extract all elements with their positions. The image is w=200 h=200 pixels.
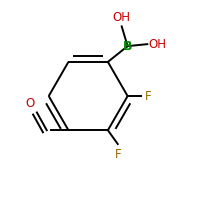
Text: OH: OH [148, 38, 166, 51]
Text: OH: OH [113, 11, 131, 24]
Text: F: F [145, 90, 152, 103]
Text: F: F [114, 148, 121, 161]
Text: B: B [123, 40, 132, 53]
Text: O: O [26, 97, 35, 110]
